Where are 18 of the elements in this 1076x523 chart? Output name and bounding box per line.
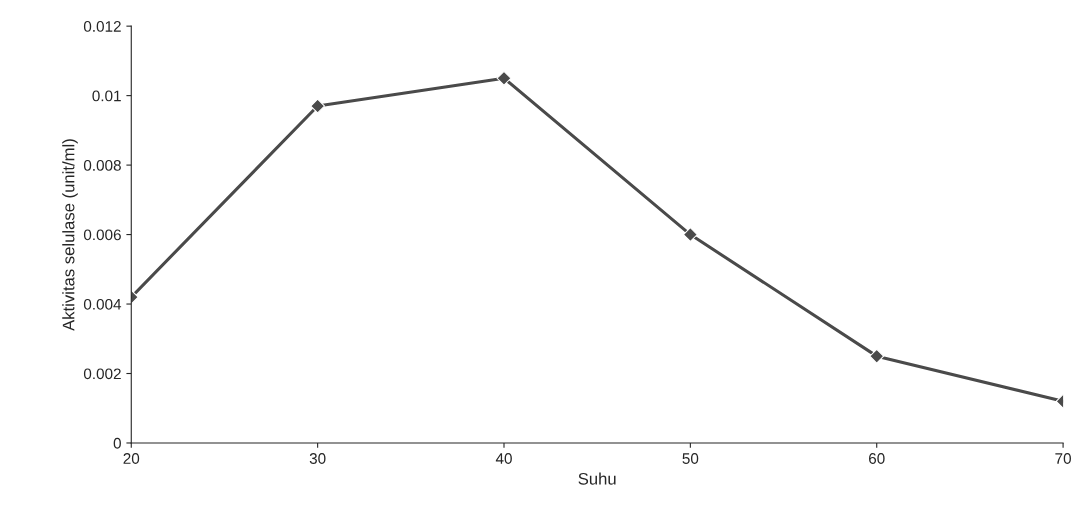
y-tick-label: 0.01 [92, 90, 121, 102]
y-axis-title: Aktivitas selulase (unit/ml) [62, 139, 78, 331]
y-tick-label: 0.012 [83, 21, 121, 32]
point [310, 98, 326, 114]
x-tick-label: 50 [682, 453, 699, 464]
point [496, 70, 512, 86]
x-tick-label: 60 [869, 453, 885, 464]
y-tick-label: 0.004 [83, 298, 122, 310]
x-tick-label: 40 [495, 453, 512, 464]
point [682, 227, 698, 242]
x-axis-title: Suhu [578, 472, 616, 485]
y-tick-label: 0.002 [83, 368, 121, 380]
x-tick-label: 20 [123, 453, 140, 464]
x-tick-label: 70 [1055, 453, 1071, 464]
y-tick-label: 0.008 [83, 159, 121, 171]
y-tick-label: 0.006 [83, 229, 121, 241]
x-tick-label: 30 [309, 453, 326, 464]
y-tick-label: 0 [113, 437, 121, 449]
